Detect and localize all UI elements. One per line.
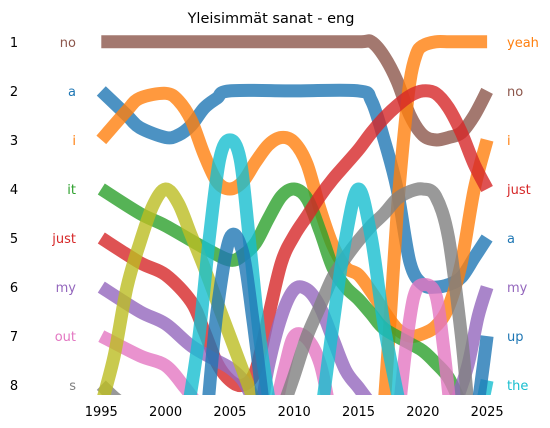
y-tick-label: 7 bbox=[10, 330, 18, 345]
series-line-wheat bbox=[97, 182, 259, 395]
series-line-i bbox=[96, 86, 494, 343]
chart-title: Yleisimmät sanat - eng bbox=[187, 11, 355, 27]
series-line-a bbox=[96, 83, 493, 294]
y-tick-label: 8 bbox=[10, 379, 18, 394]
y-tick-label: 3 bbox=[10, 134, 18, 149]
x-tick-label: 2025 bbox=[471, 405, 504, 420]
x-tick-label: 1995 bbox=[85, 405, 118, 420]
left-label-no: no bbox=[60, 36, 76, 51]
right-word-labels: yeah no i just a my up the bbox=[506, 36, 539, 394]
x-tick-label: 2005 bbox=[213, 405, 246, 420]
x-tick-label: 2010 bbox=[278, 405, 311, 420]
left-label-s: s bbox=[69, 379, 76, 394]
y-tick-labels: 1 2 3 4 5 6 7 8 bbox=[10, 36, 18, 394]
right-label-a: a bbox=[507, 232, 515, 247]
y-tick-label: 4 bbox=[10, 183, 18, 198]
right-label-no: no bbox=[507, 85, 523, 100]
series-line-teal-2 bbox=[317, 182, 405, 395]
right-label-i: i bbox=[507, 134, 511, 149]
series-line-up bbox=[472, 335, 494, 395]
y-tick-label: 5 bbox=[10, 232, 18, 247]
y-tick-label: 6 bbox=[10, 281, 18, 296]
left-label-my: my bbox=[56, 281, 77, 296]
left-label-just: just bbox=[51, 232, 76, 247]
right-label-up: up bbox=[507, 330, 524, 345]
series-line-blue-2 bbox=[202, 227, 269, 395]
series-line-my-2 bbox=[256, 280, 373, 395]
x-tick-label: 2000 bbox=[149, 405, 182, 420]
left-label-a: a bbox=[68, 85, 76, 100]
x-tick-label: 2020 bbox=[406, 405, 439, 420]
series-line-s-2 bbox=[280, 182, 474, 395]
series-line-out-2 bbox=[271, 327, 334, 395]
right-label-just: just bbox=[506, 183, 531, 198]
left-label-out: out bbox=[55, 330, 76, 345]
right-label-the: the bbox=[507, 379, 528, 394]
right-label-my: my bbox=[507, 281, 528, 296]
left-label-it: it bbox=[67, 183, 76, 198]
x-tick-label: 2015 bbox=[342, 405, 375, 420]
series-line-out-3 bbox=[394, 277, 456, 395]
y-tick-label: 1 bbox=[10, 36, 18, 51]
y-tick-label: 2 bbox=[10, 85, 18, 100]
series-line-yeah bbox=[378, 35, 488, 395]
left-word-labels: no a i it just my out s bbox=[51, 36, 76, 394]
right-label-yeah: yeah bbox=[507, 36, 539, 51]
series-lines bbox=[96, 34, 494, 395]
x-tick-labels: 1995 2000 2005 2010 2015 2020 2025 bbox=[85, 405, 504, 420]
left-label-i: i bbox=[72, 134, 76, 149]
